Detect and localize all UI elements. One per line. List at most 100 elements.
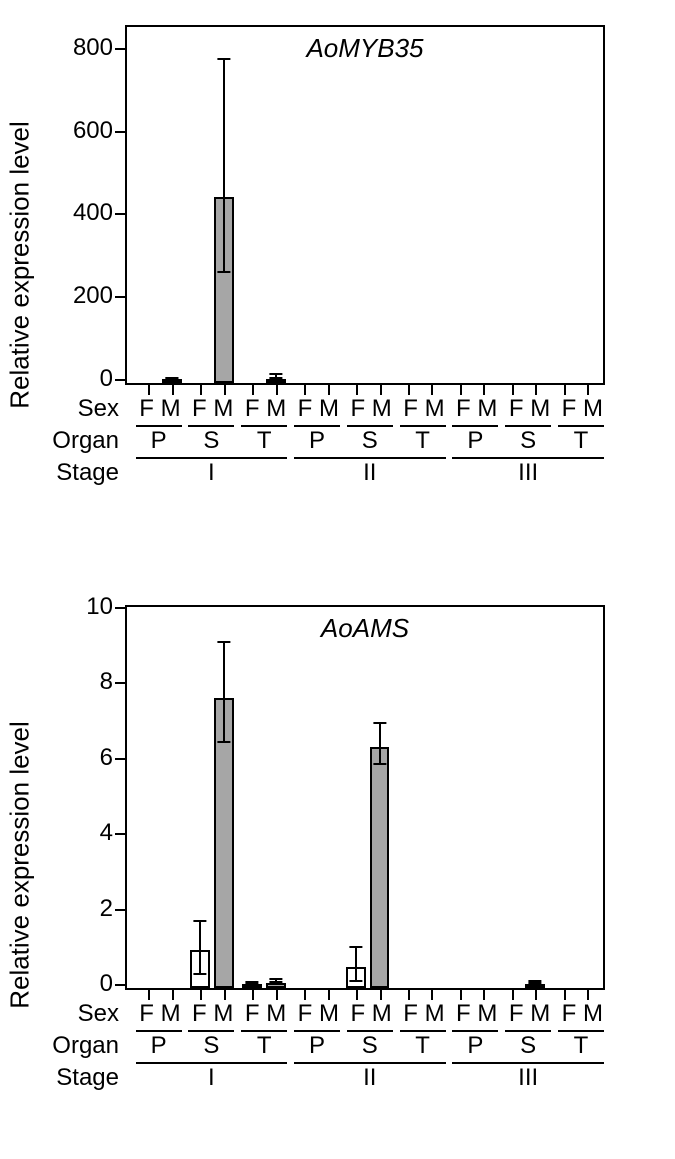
organ-label: S xyxy=(520,1032,536,1060)
stage-underline xyxy=(294,1062,446,1064)
organ-label: S xyxy=(520,427,536,455)
sex-label: F xyxy=(456,395,471,423)
organ-underline xyxy=(188,1030,234,1032)
organ-underline xyxy=(188,425,234,427)
organ-underline xyxy=(400,425,446,427)
sex-label: M xyxy=(213,1000,233,1028)
y-tick-label: 600 xyxy=(73,117,127,145)
axis-row-label: Stage xyxy=(56,459,125,487)
y-tick-label: 0 xyxy=(100,365,127,393)
organ-underline xyxy=(505,1030,551,1032)
stage-underline xyxy=(136,1062,288,1064)
organ-label: T xyxy=(415,1032,430,1060)
y-tick-label: 0 xyxy=(100,970,127,998)
sex-label: F xyxy=(509,1000,524,1028)
bars-container-top xyxy=(127,27,603,383)
organ-label: T xyxy=(257,427,272,455)
sex-label: M xyxy=(530,1000,550,1028)
y-tick-label: 10 xyxy=(86,593,127,621)
stage-label: III xyxy=(518,1064,538,1092)
organ-label: P xyxy=(151,427,167,455)
organ-underline xyxy=(347,1030,393,1032)
figure-page: Relative expression level AoMYB35 020040… xyxy=(0,0,675,1159)
bar xyxy=(266,379,286,383)
organ-underline xyxy=(294,1030,340,1032)
sex-label: F xyxy=(350,1000,365,1028)
axis-row-label: Stage xyxy=(56,1064,125,1092)
organ-label: T xyxy=(415,427,430,455)
organ-underline xyxy=(558,425,604,427)
sex-label: M xyxy=(583,1000,603,1028)
y-tick-label: 400 xyxy=(73,199,127,227)
stage-label: III xyxy=(518,459,538,487)
organ-label: P xyxy=(151,1032,167,1060)
sex-label: M xyxy=(319,395,339,423)
stage-label: I xyxy=(208,459,215,487)
bar xyxy=(525,984,545,988)
bars-container-bottom xyxy=(127,607,603,988)
organ-underline xyxy=(241,425,287,427)
organ-label: P xyxy=(309,427,325,455)
axis-row-label: Sex xyxy=(78,1000,125,1028)
sex-label: F xyxy=(192,1000,207,1028)
bar xyxy=(370,747,390,988)
organ-label: P xyxy=(467,1032,483,1060)
sex-label: M xyxy=(477,1000,497,1028)
sex-label: M xyxy=(477,395,497,423)
x-axis-rows-bottom: SexFMFMFMFMFMFMFMFMFMOrganPSTPSTPSTStage… xyxy=(125,998,605,1094)
sex-label: M xyxy=(425,1000,445,1028)
y-tick-label: 2 xyxy=(100,895,127,923)
sex-label: M xyxy=(530,395,550,423)
organ-underline xyxy=(452,425,498,427)
sex-label: M xyxy=(161,1000,181,1028)
sex-label: F xyxy=(509,395,524,423)
axis-row-label: Organ xyxy=(52,427,125,455)
stage-underline xyxy=(452,457,604,459)
sex-label: M xyxy=(425,395,445,423)
panel-aoams: Relative expression level AoAMS 0246810 … xyxy=(55,595,620,1135)
organ-underline xyxy=(400,1030,446,1032)
plot-area-bottom: AoAMS 0246810 xyxy=(125,605,605,990)
sex-label: F xyxy=(562,395,577,423)
sex-label: F xyxy=(245,395,260,423)
sex-label: F xyxy=(298,395,313,423)
sex-label: M xyxy=(319,1000,339,1028)
y-axis-label: Relative expression level xyxy=(5,721,36,1009)
organ-label: T xyxy=(574,1032,589,1060)
y-tick-label: 8 xyxy=(100,668,127,696)
organ-underline xyxy=(136,1030,182,1032)
panel-aomyb35: Relative expression level AoMYB35 020040… xyxy=(55,15,620,515)
sex-label: F xyxy=(403,1000,418,1028)
y-tick-label: 4 xyxy=(100,819,127,847)
sex-label: M xyxy=(161,395,181,423)
sex-label: M xyxy=(213,395,233,423)
sex-label: F xyxy=(192,395,207,423)
stage-underline xyxy=(136,457,288,459)
organ-label: S xyxy=(203,1032,219,1060)
organ-label: S xyxy=(362,427,378,455)
organ-label: T xyxy=(257,1032,272,1060)
sex-label: M xyxy=(372,1000,392,1028)
organ-label: T xyxy=(574,427,589,455)
organ-underline xyxy=(136,425,182,427)
sex-label: F xyxy=(403,395,418,423)
x-axis-rows-top: SexFMFMFMFMFMFMFMFMFMOrganPSTPSTPSTStage… xyxy=(125,393,605,489)
y-tick-label: 200 xyxy=(73,282,127,310)
axis-row-label: Organ xyxy=(52,1032,125,1060)
sex-label: M xyxy=(372,395,392,423)
y-tick-label: 6 xyxy=(100,744,127,772)
sex-label: M xyxy=(266,1000,286,1028)
axis-row-label: Sex xyxy=(78,395,125,423)
y-tick-label: 800 xyxy=(73,34,127,62)
sex-label: F xyxy=(298,1000,313,1028)
organ-underline xyxy=(347,425,393,427)
organ-underline xyxy=(241,1030,287,1032)
organ-label: P xyxy=(309,1032,325,1060)
stage-underline xyxy=(294,457,446,459)
organ-underline xyxy=(452,1030,498,1032)
sex-label: F xyxy=(139,1000,154,1028)
organ-underline xyxy=(294,425,340,427)
stage-label: II xyxy=(363,459,376,487)
plot-area-top: AoMYB35 0200400600800 xyxy=(125,25,605,385)
organ-underline xyxy=(505,425,551,427)
